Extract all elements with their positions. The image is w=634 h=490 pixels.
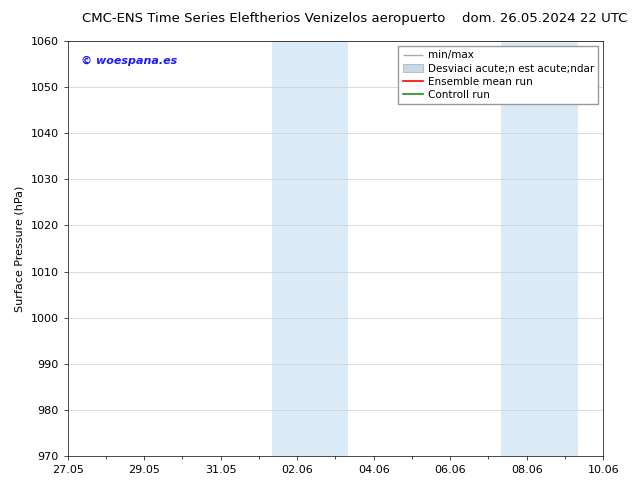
Text: CMC-ENS Time Series Eleftherios Venizelos aeropuerto: CMC-ENS Time Series Eleftherios Venizelo… xyxy=(82,12,446,25)
Text: dom. 26.05.2024 22 UTC: dom. 26.05.2024 22 UTC xyxy=(462,12,628,25)
Text: © woespana.es: © woespana.es xyxy=(81,55,178,66)
Bar xyxy=(501,41,578,456)
Legend: min/max, Desviaci acute;n est acute;ndar, Ensemble mean run, Controll run: min/max, Desviaci acute;n est acute;ndar… xyxy=(398,46,598,104)
Bar xyxy=(271,41,348,456)
Y-axis label: Surface Pressure (hPa): Surface Pressure (hPa) xyxy=(15,185,25,312)
